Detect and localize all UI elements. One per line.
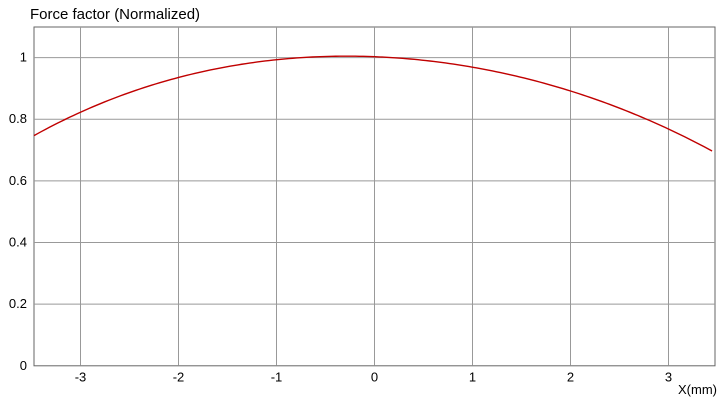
svg-text:1: 1: [469, 370, 476, 385]
svg-text:0: 0: [20, 358, 27, 373]
svg-text:3: 3: [665, 370, 672, 385]
svg-text:0.8: 0.8: [9, 111, 27, 126]
svg-text:0: 0: [371, 370, 378, 385]
svg-text:-1: -1: [271, 370, 283, 385]
svg-text:X(mm): X(mm): [678, 382, 717, 397]
svg-text:-3: -3: [75, 370, 87, 385]
svg-text:0.2: 0.2: [9, 296, 27, 311]
svg-text:1: 1: [20, 50, 27, 65]
svg-text:2: 2: [567, 370, 574, 385]
svg-text:0.6: 0.6: [9, 173, 27, 188]
svg-text:0.4: 0.4: [9, 235, 27, 250]
svg-text:-2: -2: [173, 370, 185, 385]
